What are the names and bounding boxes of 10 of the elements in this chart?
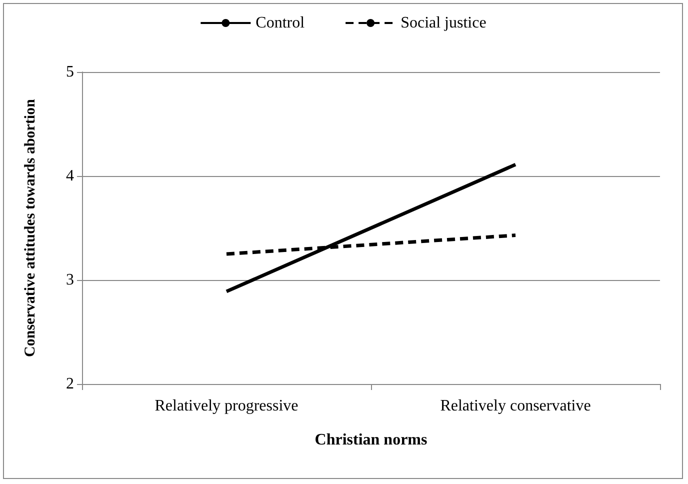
x-tick-label: Relatively conservative bbox=[440, 398, 591, 414]
legend-label: Social justice bbox=[400, 14, 486, 32]
legend-label: Control bbox=[256, 14, 306, 32]
y-tick-label: 4 bbox=[66, 168, 74, 184]
y-tick-label: 5 bbox=[66, 64, 74, 80]
y-tick-label: 2 bbox=[66, 376, 74, 392]
y-tick-label: 3 bbox=[66, 272, 74, 288]
x-axis-title: Christian norms bbox=[314, 432, 428, 448]
y-axis-title: Conservative attitudes towards abortion bbox=[22, 98, 38, 357]
x-tick-label: Relatively progressive bbox=[154, 398, 298, 414]
